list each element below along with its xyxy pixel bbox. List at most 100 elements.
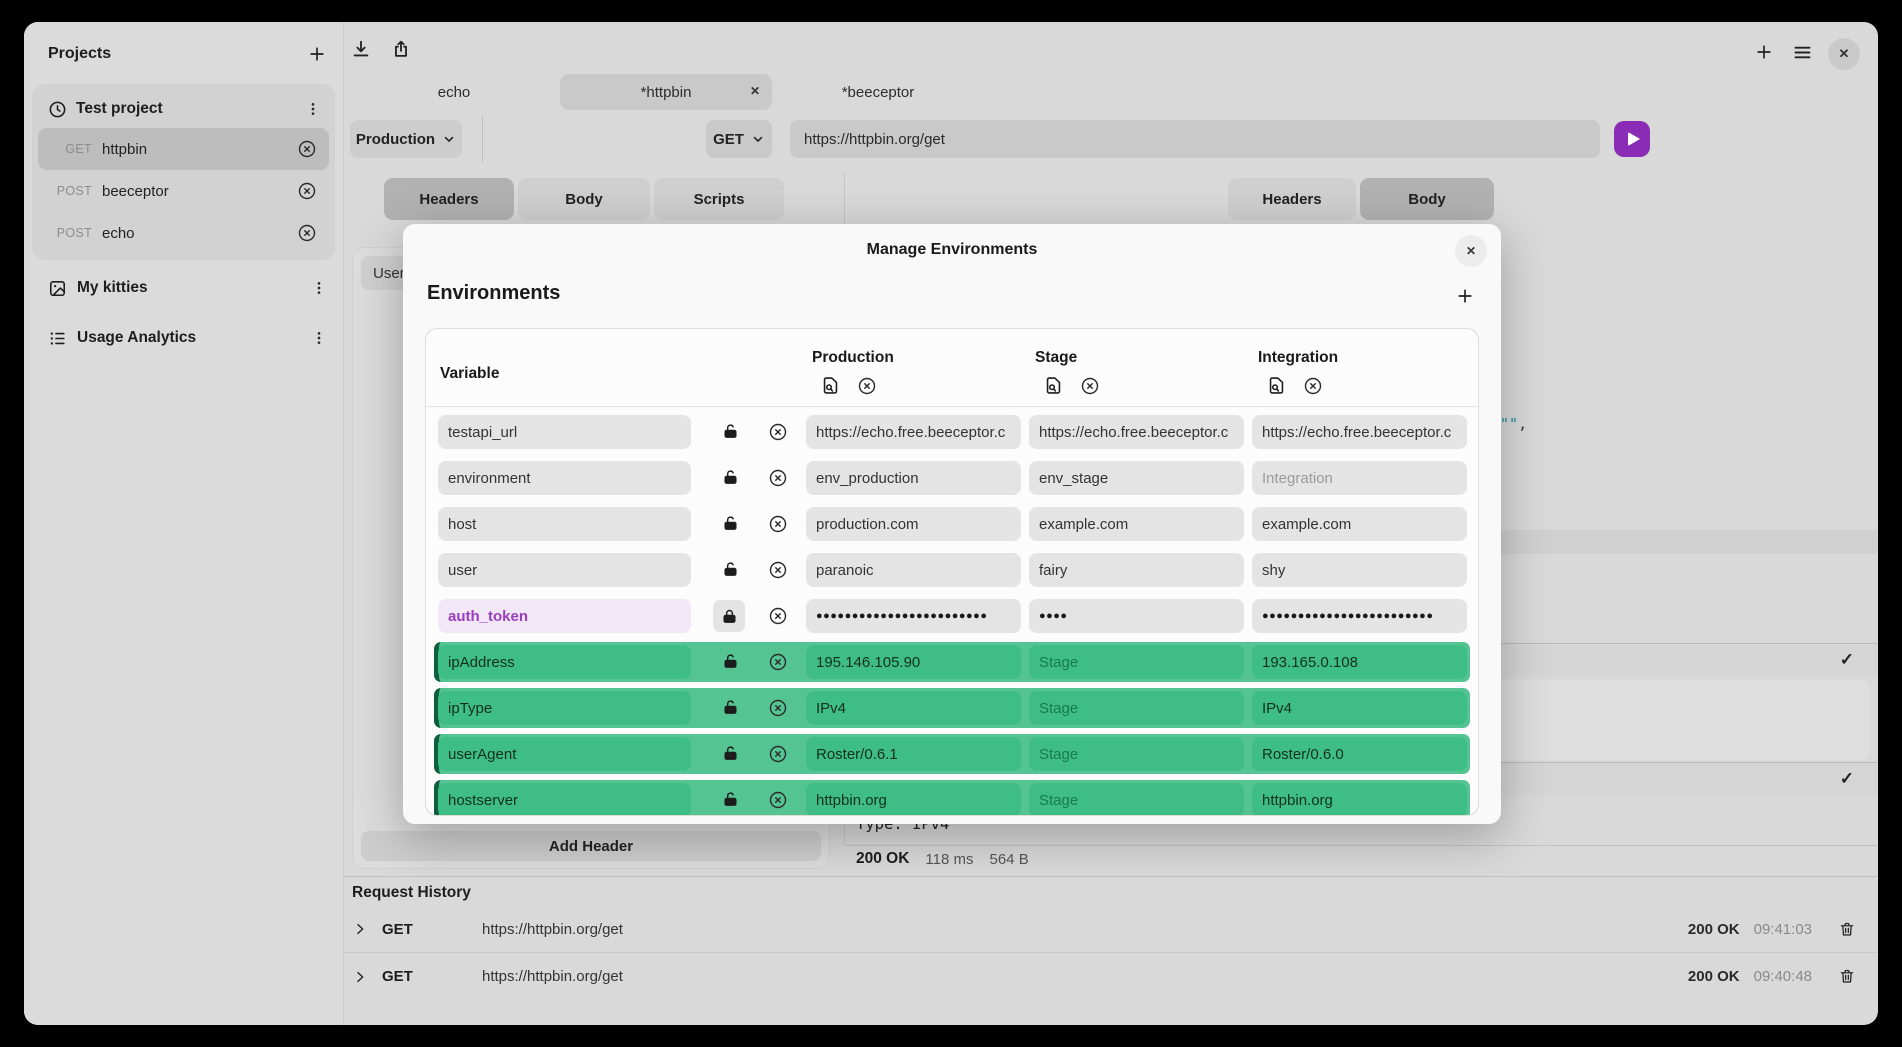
sidebar-item-httpbin[interactable]: GET httpbin: [38, 128, 329, 170]
tab-body[interactable]: Body: [1360, 178, 1494, 220]
variable-name-field[interactable]: user: [438, 553, 691, 587]
trash-icon[interactable]: [1838, 920, 1856, 939]
variable-value-field[interactable]: Stage: [1029, 645, 1244, 679]
variable-value-field[interactable]: https://echo.free.beeceptor.c: [1029, 415, 1244, 449]
method-dropdown[interactable]: GET: [706, 120, 772, 158]
variable-value-field[interactable]: httpbin.org: [806, 783, 1021, 815]
url-input[interactable]: https://httpbin.org/get: [790, 120, 1600, 158]
variable-name-field[interactable]: auth_token: [438, 599, 691, 633]
variable-value-field[interactable]: fairy: [1029, 553, 1244, 587]
tab-headers[interactable]: Headers: [384, 178, 514, 220]
tab-headers[interactable]: Headers: [1228, 178, 1356, 220]
chevron-right-icon[interactable]: [352, 921, 368, 937]
variable-value-field[interactable]: production.com: [806, 507, 1021, 541]
variable-value-field[interactable]: paranoic: [806, 553, 1021, 587]
unlock-icon[interactable]: [722, 698, 739, 717]
unlock-icon[interactable]: [722, 652, 739, 671]
remove-request-icon[interactable]: [297, 223, 317, 243]
menu-icon[interactable]: [1792, 42, 1813, 63]
tab-beeceptor[interactable]: *beeceptor: [772, 74, 984, 110]
variable-value-field[interactable]: IPv4: [806, 691, 1021, 725]
variable-value-field[interactable]: Stage: [1029, 783, 1244, 815]
chevron-right-icon[interactable]: [352, 969, 368, 985]
variable-value-field[interactable]: IPv4: [1252, 691, 1467, 725]
unlock-icon[interactable]: [722, 514, 739, 533]
variable-value-field[interactable]: shy: [1252, 553, 1467, 587]
add-project-icon[interactable]: [307, 44, 327, 64]
variable-value-field[interactable]: Roster/0.6.1: [806, 737, 1021, 771]
variable-name-field[interactable]: host: [438, 507, 691, 541]
variable-name-field[interactable]: ipAddress: [438, 645, 691, 679]
preview-environment-icon[interactable]: [1266, 375, 1287, 396]
variable-value-field[interactable]: Stage: [1029, 691, 1244, 725]
tab-body[interactable]: Body: [518, 178, 650, 220]
sidebar-item-echo[interactable]: POST echo: [38, 212, 329, 254]
project-menu-icon[interactable]: [305, 100, 321, 118]
sidebar-item-my-kitties[interactable]: My kitties: [24, 266, 343, 310]
variable-value-field[interactable]: env_production: [806, 461, 1021, 495]
tab-close-icon[interactable]: ✕: [749, 84, 760, 98]
lock-toggle-button[interactable]: [713, 600, 745, 632]
variable-value-field[interactable]: httpbin.org: [1252, 783, 1467, 815]
section-menu-icon[interactable]: [311, 329, 327, 347]
environment-dropdown[interactable]: Production: [350, 120, 462, 158]
delete-variable-icon[interactable]: [768, 514, 788, 534]
delete-variable-icon[interactable]: [768, 652, 788, 672]
history-row[interactable]: GET https://httpbin.org/get 200 OK 09:40:48: [344, 953, 1878, 1000]
delete-variable-icon[interactable]: [768, 744, 788, 764]
delete-variable-icon[interactable]: [768, 422, 788, 442]
remove-request-icon[interactable]: [297, 181, 317, 201]
delete-variable-icon[interactable]: [768, 606, 788, 626]
sidebar-item-beeceptor[interactable]: POST beeceptor: [38, 170, 329, 212]
preview-environment-icon[interactable]: [1043, 375, 1064, 396]
variable-name-field[interactable]: ipType: [438, 691, 691, 725]
unlock-icon[interactable]: [722, 744, 739, 763]
variable-value-field[interactable]: 195.146.105.90: [806, 645, 1021, 679]
import-icon[interactable]: [350, 38, 372, 60]
unlock-icon[interactable]: [722, 422, 739, 441]
delete-variable-icon[interactable]: [768, 790, 788, 810]
modal-close-button[interactable]: ✕: [1455, 235, 1487, 267]
export-icon[interactable]: [390, 38, 412, 60]
sidebar-item-usage-analytics[interactable]: Usage Analytics: [24, 316, 343, 360]
variable-value-field[interactable]: env_stage: [1029, 461, 1244, 495]
delete-variable-icon[interactable]: [768, 468, 788, 488]
add-header-button[interactable]: Add Header: [361, 831, 821, 861]
variable-value-field[interactable]: ●●●●: [1029, 599, 1244, 633]
variable-value-field[interactable]: ●●●●●●●●●●●●●●●●●●●●●●●●: [806, 599, 1021, 633]
preview-environment-icon[interactable]: [820, 375, 841, 396]
project-header[interactable]: Test project: [38, 90, 329, 128]
tab-echo[interactable]: echo: [348, 74, 560, 110]
delete-environment-icon[interactable]: [1080, 376, 1100, 396]
variable-value-field[interactable]: https://echo.free.beeceptor.c: [806, 415, 1021, 449]
trash-icon[interactable]: [1838, 967, 1856, 986]
unlock-icon[interactable]: [722, 790, 739, 809]
window-close-button[interactable]: ✕: [1828, 38, 1860, 70]
section-menu-icon[interactable]: [311, 279, 327, 297]
variable-value-field[interactable]: ●●●●●●●●●●●●●●●●●●●●●●●●: [1252, 599, 1467, 633]
variable-name-field[interactable]: hostserver: [438, 783, 691, 815]
variable-value-field[interactable]: Roster/0.6.0: [1252, 737, 1467, 771]
send-request-button[interactable]: [1614, 121, 1650, 157]
tab-httpbin[interactable]: *httpbin ✕: [560, 74, 772, 110]
variable-name-field[interactable]: testapi_url: [438, 415, 691, 449]
history-row[interactable]: GET https://httpbin.org/get 200 OK 09:41:03: [344, 906, 1878, 953]
variable-name-field[interactable]: userAgent: [438, 737, 691, 771]
variable-value-field[interactable]: Stage: [1029, 737, 1244, 771]
variable-value-field[interactable]: 193.165.0.108: [1252, 645, 1467, 679]
tab-scripts[interactable]: Scripts: [654, 178, 784, 220]
add-environment-button[interactable]: [1455, 286, 1475, 306]
variable-value-field[interactable]: https://echo.free.beeceptor.c: [1252, 415, 1467, 449]
unlock-icon[interactable]: [722, 560, 739, 579]
variable-name-field[interactable]: environment: [438, 461, 691, 495]
delete-environment-icon[interactable]: [1303, 376, 1323, 396]
new-tab-icon[interactable]: [1754, 42, 1774, 62]
delete-environment-icon[interactable]: [857, 376, 877, 396]
variable-value-field[interactable]: example.com: [1252, 507, 1467, 541]
variable-value-field[interactable]: Integration: [1252, 461, 1467, 495]
delete-variable-icon[interactable]: [768, 560, 788, 580]
remove-request-icon[interactable]: [297, 139, 317, 159]
variable-value-field[interactable]: example.com: [1029, 507, 1244, 541]
delete-variable-icon[interactable]: [768, 698, 788, 718]
unlock-icon[interactable]: [722, 468, 739, 487]
